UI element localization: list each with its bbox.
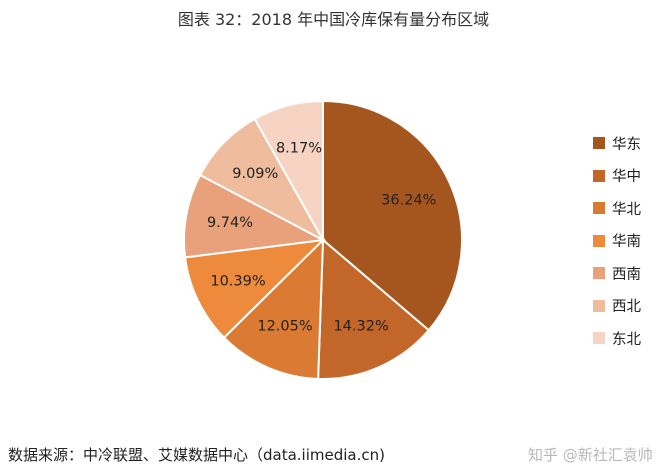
legend-label: 华中 (612, 169, 641, 186)
legend-item-3: 华北 (593, 192, 641, 225)
legend-label: 华东 (612, 136, 641, 153)
pie-slice-label-5: 9.74% (207, 215, 253, 231)
pie-slice-label-7: 8.17% (276, 141, 322, 157)
legend-swatch (593, 234, 605, 247)
chart-legend: 华东华中华北华南西南西北东北 (593, 127, 641, 355)
legend-item-2: 华中 (593, 160, 641, 193)
legend-item-1: 华东 (593, 127, 641, 160)
legend-label: 华南 (612, 234, 641, 251)
legend-swatch (593, 299, 605, 312)
pie-slice-3 (222, 237, 325, 380)
chart-title: 图表 32：2018 年中国冷库保有量分布区域 (177, 10, 490, 29)
legend-swatch (593, 137, 605, 150)
pie-slice-label-3: 12.05% (257, 319, 312, 335)
legend-item-7: 东北 (593, 322, 641, 355)
pie-slice-2 (317, 237, 431, 380)
legend-item-4: 华南 (593, 225, 641, 258)
legend-label: 东北 (612, 331, 641, 348)
pie-slice-6 (198, 117, 326, 243)
legend-swatch (593, 267, 605, 280)
legend-label: 华北 (612, 201, 641, 218)
legend-label: 西南 (612, 266, 641, 283)
watermark: 知乎 @新社汇袁帅 (528, 446, 653, 464)
pie-slice-4 (183, 238, 326, 340)
legend-swatch (593, 332, 605, 345)
legend-swatch (593, 202, 605, 215)
pie-slice-7 (253, 99, 324, 244)
legend-item-5: 西南 (593, 257, 641, 290)
legend-item-6: 西北 (593, 290, 641, 323)
data-source-note: 数据来源：中冷联盟、艾媒数据中心（data.iimedia.cn) (8, 446, 385, 464)
legend-swatch (593, 169, 605, 182)
pie-slice-5 (183, 173, 327, 259)
pie-slice-label-1: 36.24% (381, 192, 436, 208)
pie-slice-1 (322, 99, 463, 332)
pie-slice-label-4: 10.39% (210, 273, 265, 289)
pie-slice-label-2: 14.32% (333, 319, 388, 335)
pie-slice-label-6: 9.09% (232, 166, 278, 182)
legend-label: 西北 (612, 299, 641, 316)
